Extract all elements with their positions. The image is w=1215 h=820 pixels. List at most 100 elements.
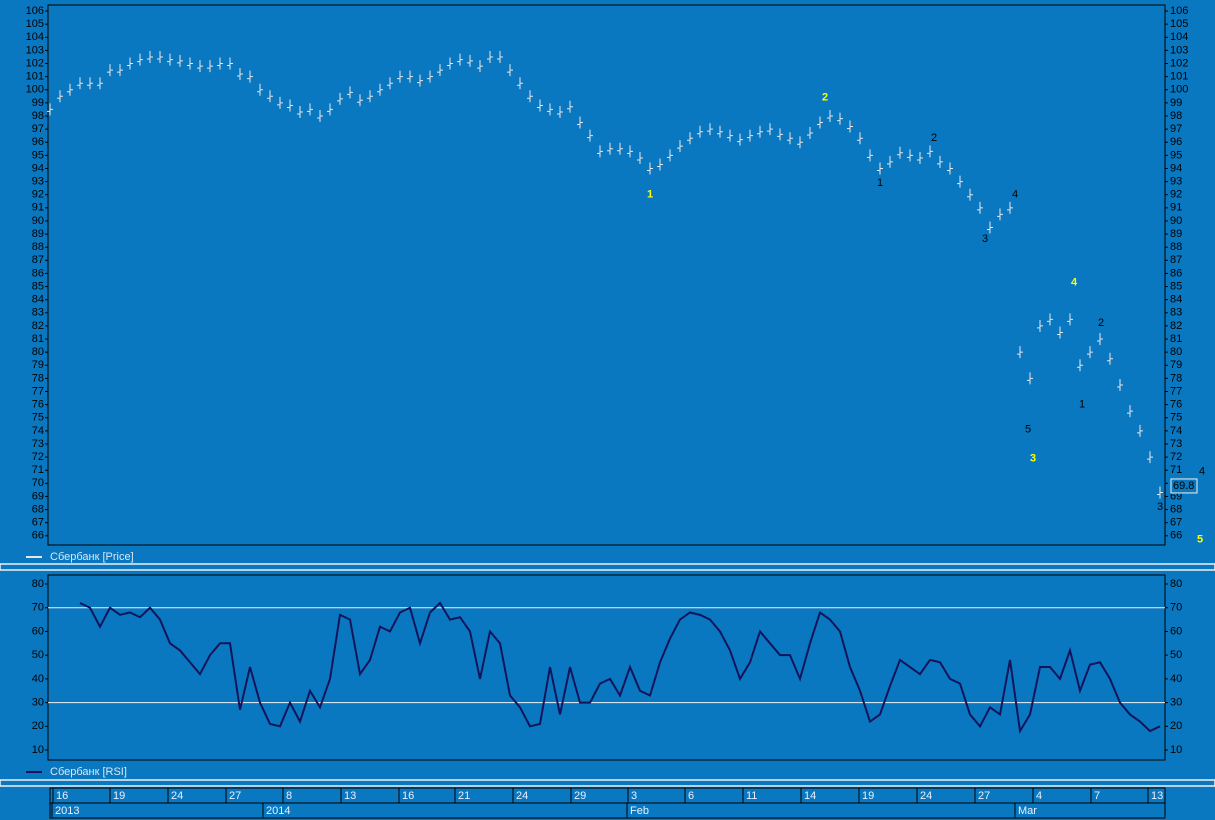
price-bar	[1117, 378, 1123, 391]
y-tick-label: 83	[32, 307, 44, 319]
price-bar	[577, 116, 583, 129]
y-tick-label: 71	[32, 464, 44, 476]
wave-label: 2	[1098, 317, 1104, 329]
date-tick-label: 27	[978, 790, 990, 802]
price-bar	[337, 92, 343, 105]
y-tick-label: 50	[1170, 649, 1182, 661]
price-bar	[987, 221, 993, 234]
price-bar	[897, 146, 903, 159]
price-bar	[717, 125, 723, 138]
y-tick-label: 94	[1170, 162, 1182, 174]
price-bar	[827, 109, 833, 122]
price-bar	[837, 112, 843, 125]
y-tick-label: 86	[32, 267, 44, 279]
y-tick-label: 90	[32, 215, 44, 227]
price-bar	[447, 57, 453, 70]
price-bar	[1017, 346, 1023, 359]
price-bar	[957, 175, 963, 188]
price-bar	[457, 53, 463, 66]
price-bar	[407, 70, 413, 83]
price-bar	[607, 142, 613, 155]
price-bar	[517, 77, 523, 90]
price-bar	[927, 145, 933, 158]
price-bar	[127, 57, 133, 70]
price-bar	[147, 50, 153, 63]
price-bar	[707, 123, 713, 136]
price-bar	[627, 145, 633, 158]
price-bar	[667, 149, 673, 162]
y-tick-label: 82	[1170, 320, 1182, 332]
y-tick-label: 88	[1170, 241, 1182, 253]
price-bar	[67, 83, 73, 96]
date-tick-label: 14	[804, 790, 816, 802]
y-tick-label: 74	[32, 425, 44, 437]
price-bar	[907, 149, 913, 162]
y-tick-label: 69	[32, 490, 44, 502]
y-tick-label: 87	[1170, 254, 1182, 266]
date-tick-label: 21	[458, 790, 470, 802]
y-tick-label: 84	[32, 294, 44, 306]
price-bar	[797, 136, 803, 149]
date-tick-label: 13	[1151, 790, 1163, 802]
y-tick-label: 20	[1170, 720, 1182, 732]
date-tick-label: 11	[746, 790, 757, 802]
separator	[0, 779, 1215, 787]
y-tick-label: 101	[1170, 71, 1188, 83]
y-tick-label: 105	[26, 18, 44, 30]
y-tick-label: 80	[32, 578, 44, 590]
wave-label: 3	[982, 233, 988, 245]
y-tick-label: 93	[32, 175, 44, 187]
date-tick-label: 16	[402, 790, 414, 802]
price-bar	[267, 90, 273, 103]
wave-label: 1	[647, 189, 653, 201]
price-bar	[597, 145, 603, 158]
price-bar	[967, 188, 973, 201]
price-bar	[1087, 346, 1093, 359]
price-bar	[567, 100, 573, 113]
date-tick-label: 16	[56, 790, 68, 802]
y-tick-label: 80	[1170, 578, 1182, 590]
price-bar	[367, 90, 373, 103]
price-bar	[647, 162, 653, 175]
y-tick-label: 94	[32, 162, 44, 174]
price-bar	[347, 86, 353, 99]
date-tick-label: 6	[688, 790, 694, 802]
price-bar	[487, 50, 493, 63]
y-tick-label: 85	[1170, 280, 1182, 292]
last-price-box	[1170, 478, 1198, 494]
date-tick-label: 29	[574, 790, 586, 802]
y-tick-label: 97	[1170, 123, 1182, 135]
price-bar	[277, 96, 283, 109]
y-tick-label: 71	[1170, 464, 1182, 476]
price-bar	[1107, 352, 1113, 365]
y-tick-label: 70	[1170, 602, 1182, 614]
y-tick-label: 87	[32, 254, 44, 266]
price-bar	[437, 64, 443, 77]
y-tick-label: 30	[1170, 697, 1182, 709]
y-tick-label: 67	[32, 517, 44, 529]
y-tick-label: 90	[1170, 215, 1182, 227]
price-bar	[157, 50, 163, 63]
price-bar	[777, 128, 783, 141]
y-tick-label: 97	[32, 123, 44, 135]
wave-label: 2	[931, 132, 937, 144]
y-tick-label: 89	[32, 228, 44, 240]
legend-label: Сбербанк [Price]	[50, 551, 134, 563]
y-tick-label: 106	[26, 5, 44, 17]
y-tick-label: 70	[32, 477, 44, 489]
y-tick-label: 91	[32, 202, 44, 214]
price-bar	[197, 60, 203, 73]
price-bar	[787, 132, 793, 145]
y-tick-label: 81	[32, 333, 44, 345]
price-bar	[1147, 451, 1153, 464]
price-bar	[1027, 372, 1033, 385]
price-bar	[1037, 319, 1043, 332]
price-bar	[1097, 333, 1103, 346]
wave-label: 1	[1079, 399, 1085, 411]
y-tick-label: 67	[1170, 517, 1182, 529]
y-tick-label: 30	[32, 697, 44, 709]
y-tick-label: 102	[1170, 57, 1188, 69]
y-tick-label: 104	[1170, 31, 1188, 43]
rsi-line	[79, 601, 1161, 734]
y-tick-label: 72	[32, 451, 44, 463]
